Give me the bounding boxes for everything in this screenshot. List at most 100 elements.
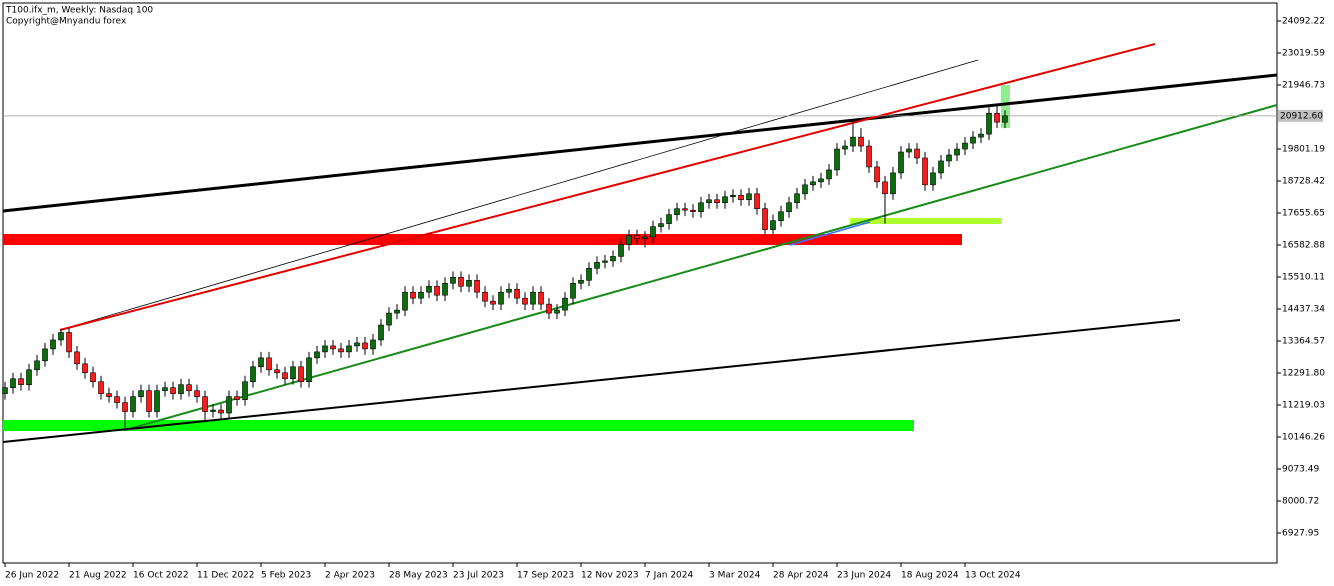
- candle-body: [346, 345, 352, 353]
- candle-body: [626, 235, 632, 245]
- candle-body: [218, 409, 224, 414]
- candle-body: [74, 351, 80, 365]
- candle-body: [674, 208, 680, 215]
- x-tick-label: 28 May 2023: [389, 571, 448, 581]
- candle-body: [610, 256, 616, 262]
- candle-body: [458, 277, 464, 287]
- x-tick-label: 13 Oct 2024: [965, 571, 1021, 581]
- channel-top: [59, 43, 1156, 331]
- trend-line: [789, 221, 871, 246]
- green-zone: [3, 420, 914, 431]
- candle-body: [754, 193, 760, 209]
- candle-body: [426, 285, 432, 293]
- candle-body: [306, 357, 312, 383]
- trend-line: [2, 319, 1181, 443]
- candle-body: [58, 332, 64, 341]
- candle-body: [658, 223, 664, 227]
- candle-body: [594, 262, 600, 269]
- candle-body: [834, 148, 840, 171]
- candle-body: [762, 208, 768, 230]
- candle-body: [794, 193, 800, 204]
- y-tick-label: 6927.95: [1282, 528, 1319, 538]
- candle-body: [994, 112, 1000, 123]
- candle-body: [722, 196, 728, 204]
- y-tick-label: 11219.03: [1282, 400, 1325, 410]
- y-tick-label: 9073.49: [1282, 464, 1319, 474]
- candle-body: [714, 199, 720, 204]
- red-zone: [3, 234, 962, 245]
- candle-body: [858, 136, 864, 147]
- candle-body: [186, 384, 192, 391]
- candle-body: [826, 169, 832, 180]
- candle-body: [354, 342, 360, 347]
- y-tick-label: 12291.80: [1282, 368, 1325, 378]
- candle-body: [226, 396, 232, 414]
- candle-body: [18, 378, 24, 385]
- candle-body: [970, 136, 976, 144]
- candle-body: [330, 345, 336, 350]
- x-tick-label: 18 Aug 2024: [901, 571, 959, 581]
- candle-body: [338, 348, 344, 353]
- candle-body: [122, 402, 128, 412]
- candle-body: [178, 384, 184, 394]
- candle-body: [746, 193, 752, 201]
- candle-body: [386, 312, 392, 326]
- x-tick-label: 7 Jan 2024: [645, 571, 693, 581]
- candle-body: [922, 157, 928, 186]
- candle-body: [914, 148, 920, 159]
- candle-body: [522, 297, 528, 305]
- y-tick-label: 18728.42: [1282, 177, 1325, 187]
- candle-body: [490, 300, 496, 305]
- y-tick-label: 14437.34: [1282, 305, 1325, 315]
- candle-body: [474, 279, 480, 293]
- candle-body: [194, 390, 200, 397]
- candle-body: [26, 369, 32, 385]
- drawings: [2, 43, 1278, 443]
- candle-body: [906, 148, 912, 153]
- candle-body: [106, 393, 112, 397]
- y-tick-label: 24092.22: [1282, 17, 1325, 27]
- x-tick-label: 23 Jun 2024: [837, 571, 891, 581]
- support-zone: [850, 218, 1002, 224]
- candle-body: [818, 178, 824, 183]
- candle-body: [706, 199, 712, 204]
- candle-body: [418, 291, 424, 299]
- candle-body: [66, 332, 72, 353]
- candle-body: [618, 244, 624, 257]
- x-tick-label: 16 Oct 2022: [133, 571, 189, 581]
- candle-body: [778, 211, 784, 221]
- candle-body: [234, 396, 240, 400]
- candle-body: [890, 172, 896, 195]
- candle-body: [298, 366, 304, 383]
- candle-body: [138, 390, 144, 397]
- candle-body: [250, 366, 256, 383]
- candle-body: [34, 360, 40, 371]
- candle-body: [882, 181, 888, 195]
- candle-body: [874, 166, 880, 183]
- candle-body: [954, 148, 960, 156]
- candle-body: [434, 285, 440, 296]
- y-tick-label: 8000.72: [1282, 496, 1319, 506]
- candle-body: [130, 396, 136, 412]
- candle-body: [866, 145, 872, 168]
- x-tick-label: 11 Dec 2022: [197, 571, 255, 581]
- y-tick-label: 17655.65: [1282, 209, 1325, 219]
- x-tick-label: 2 Apr 2023: [325, 571, 375, 581]
- candle-body: [170, 387, 176, 394]
- candle-body: [242, 381, 248, 400]
- candle-body: [586, 268, 592, 281]
- candle-body: [666, 214, 672, 224]
- candle-body: [898, 151, 904, 174]
- candle-body: [266, 357, 272, 371]
- candle-body: [498, 291, 504, 305]
- plot-frame: [2, 2, 1278, 564]
- candle-body: [530, 291, 536, 305]
- candle-body: [282, 372, 288, 380]
- candle-body: [410, 291, 416, 299]
- y-tick-label: 15510.11: [1282, 273, 1325, 283]
- candle-body: [442, 282, 448, 296]
- candle-body: [322, 345, 328, 353]
- candle-body: [546, 303, 552, 314]
- candle-body: [482, 291, 488, 302]
